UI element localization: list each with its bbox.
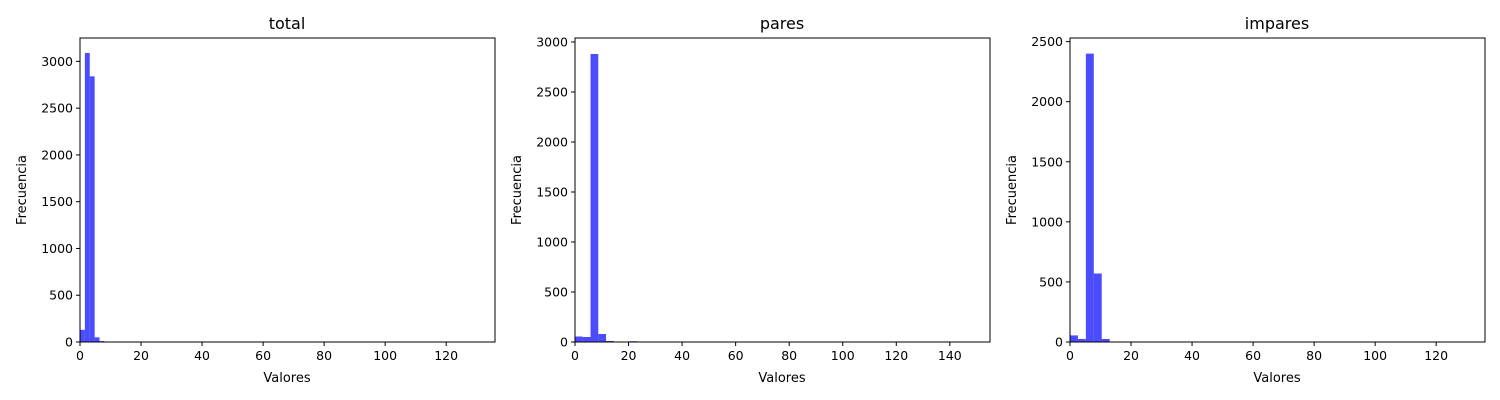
subplot-impares: impares Valores Frecuencia 0 20 40 60 80 100 1…: [1005, 14, 1486, 386]
ticks: 0 20 40 60 80 100 120 140 0 500 1000 1500 2000 2500 30…: [536, 35, 962, 364]
y-tick-label: 2000: [1031, 94, 1063, 109]
x-tick-label: 140: [938, 348, 962, 363]
y-tick-label: 500: [1039, 274, 1063, 289]
ticks: 0 20 40 60 80 100 120 0 500 1000 1500 2000 2500 3000: [41, 54, 458, 363]
x-tick-label: 40: [1184, 348, 1200, 363]
y-tick-label: 1500: [536, 185, 568, 200]
y-axis-label: Frecuencia: [1005, 155, 1020, 225]
subplot-pares: pares Valores Frecuencia 0 20 40 60 80 100 120…: [510, 14, 991, 386]
x-tick-label: 20: [621, 348, 637, 363]
y-tick-label: 2000: [536, 135, 568, 150]
y-tick-label: 500: [544, 285, 568, 300]
plot-frame: [79, 37, 496, 343]
y-axis-label: Frecuencia: [15, 155, 30, 225]
bars: [1070, 53, 1118, 343]
y-tick-label: 2500: [41, 101, 73, 116]
x-tick-label: 100: [373, 348, 397, 363]
histogram-bar: [1093, 273, 1102, 342]
x-tick-label: 60: [1245, 348, 1261, 363]
y-tick-label: 1000: [41, 241, 73, 256]
y-tick-label: 0: [1055, 335, 1063, 350]
bars: [575, 54, 638, 342]
histogram-bar: [582, 337, 591, 342]
x-tick-label: 0: [1066, 348, 1074, 363]
histogram-bar: [1077, 338, 1086, 342]
plot-frame: [574, 37, 991, 343]
y-tick-label: 3000: [536, 35, 568, 50]
x-tick-label: 0: [76, 348, 84, 363]
chart-title: impares: [1245, 14, 1309, 33]
subplot-total: total Valores Frecuencia 0 20 40 60 80 100 120…: [15, 14, 496, 386]
x-tick-label: 120: [434, 348, 458, 363]
chart-title: total: [269, 14, 306, 33]
x-tick-label: 80: [1306, 348, 1322, 363]
y-tick-label: 1000: [1031, 214, 1063, 229]
histogram-bar: [1070, 335, 1078, 342]
y-tick-label: 1000: [536, 235, 568, 250]
histogram-bar: [94, 337, 100, 342]
bars: [80, 52, 115, 342]
x-tick-label: 100: [831, 348, 855, 363]
x-tick-label: 100: [1363, 348, 1387, 363]
plot-frame: [1069, 37, 1486, 343]
x-tick-label: 40: [194, 348, 210, 363]
y-tick-label: 0: [560, 335, 568, 350]
y-tick-label: 0: [65, 335, 73, 350]
histogram-bar: [575, 336, 583, 342]
histogram-bar: [80, 329, 85, 342]
histogram-bar: [89, 76, 95, 342]
x-tick-label: 80: [781, 348, 797, 363]
y-tick-label: 2000: [41, 147, 73, 162]
x-axis-label: Valores: [263, 371, 310, 386]
x-tick-label: 60: [255, 348, 271, 363]
x-tick-label: 60: [728, 348, 744, 363]
x-tick-label: 120: [884, 348, 908, 363]
y-axis-label: Frecuencia: [510, 155, 525, 225]
x-tick-label: 40: [674, 348, 690, 363]
histogram-bar: [1085, 53, 1094, 343]
y-tick-label: 1500: [1031, 154, 1063, 169]
histogram-bar: [590, 54, 599, 342]
histogram-bar: [84, 52, 90, 342]
x-tick-label: 80: [316, 348, 332, 363]
y-tick-label: 2500: [536, 85, 568, 100]
histogram-bar: [598, 334, 607, 342]
chart-title: pares: [760, 14, 804, 33]
x-tick-label: 20: [1123, 348, 1139, 363]
y-tick-label: 500: [49, 288, 73, 303]
histogram-bar: [1101, 338, 1110, 342]
x-tick-label: 0: [571, 348, 579, 363]
x-axis-label: Valores: [758, 371, 805, 386]
ticks: 0 20 40 60 80 100 120 0 500 1000 1500 2000 2500: [1031, 34, 1448, 363]
y-tick-label: 2500: [1031, 34, 1063, 49]
x-tick-label: 120: [1424, 348, 1448, 363]
y-tick-label: 1500: [41, 194, 73, 209]
x-tick-label: 20: [133, 348, 149, 363]
y-tick-label: 3000: [41, 54, 73, 69]
x-axis-label: Valores: [1253, 371, 1300, 386]
